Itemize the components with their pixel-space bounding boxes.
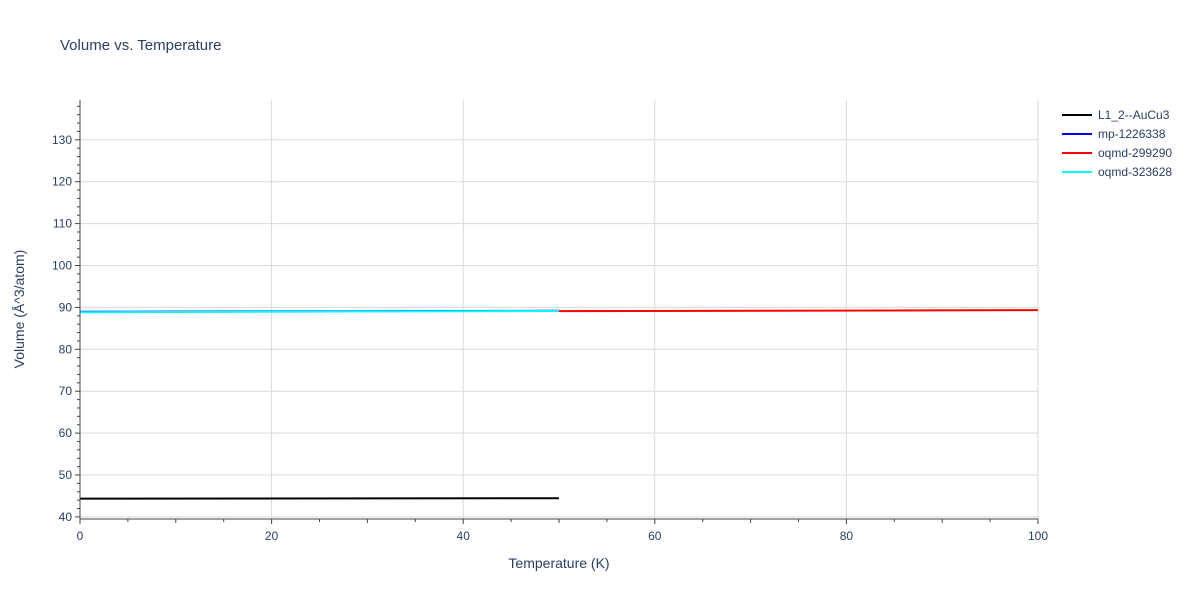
x-tick-label: 20 [265,529,279,543]
plot-series [79,309,1039,500]
x-tick-label: 60 [648,529,662,543]
legend-label: mp-1226338 [1098,127,1166,141]
y-tick-label: 100 [52,259,72,273]
y-tick-label: 50 [59,468,73,482]
x-tick-label: 100 [1028,529,1048,543]
legend: L1_2--AuCu3 mp-1226338 oqmd-299290 oqmd-323… [1062,108,1172,179]
y-tick-label: 40 [59,510,73,524]
legend-label: L1_2--AuCu3 [1098,108,1170,122]
y-tick-label: 60 [59,426,73,440]
y-tick-label: 80 [59,342,73,356]
grid-lines [80,100,1039,519]
legend-label: oqmd-323628 [1098,165,1172,179]
y-tick-label: 90 [59,300,73,314]
y-tick-label: 110 [53,217,72,231]
y-tick-label: 70 [59,384,73,398]
chart-title: Volume vs. Temperature [60,37,221,54]
axes: 0 20 40 60 80 100 40 50 60 70 80 90 100 110 120 130 [52,100,1048,543]
x-tick-label: 40 [457,529,471,543]
legend-label: oqmd-299290 [1098,146,1172,160]
y-tick-label: 120 [52,175,72,189]
x-axis-title: Temperature (K) [508,555,609,571]
series-line-oqmd-323628 [79,309,560,314]
y-tick-label: 130 [52,133,72,147]
series-line-oqmd-299290 [558,309,1039,313]
x-tick-label: 80 [840,529,854,543]
y-axis-title: Volume (Å^3/atom) [11,250,27,369]
x-tick-label: 0 [77,529,84,543]
